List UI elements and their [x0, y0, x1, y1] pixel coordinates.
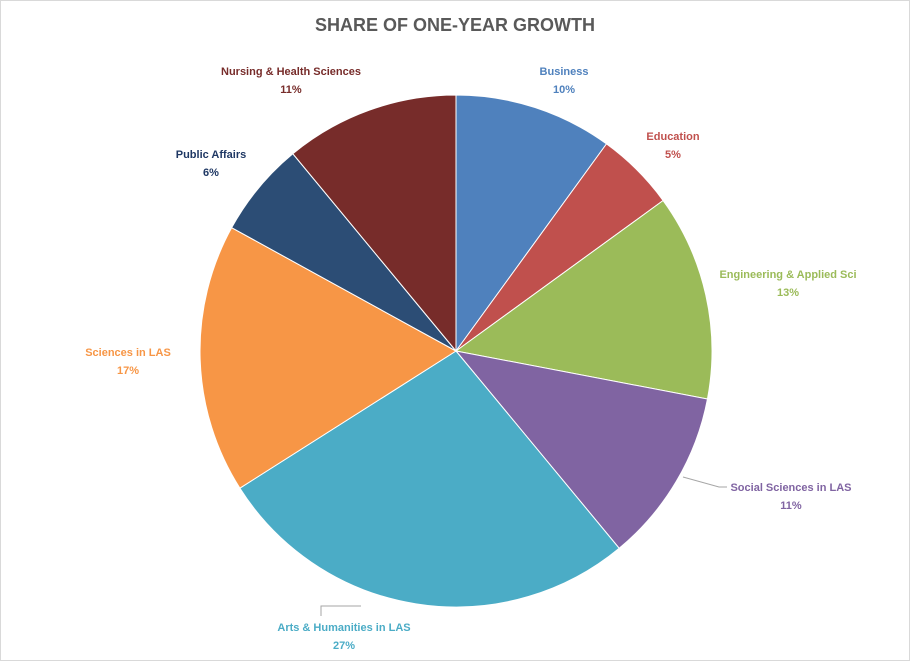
data-label-arts-and-humanities-in-las: Arts & Humanities in LAS 27%	[277, 619, 410, 655]
slice-percent: 13%	[776, 287, 800, 299]
slice-name: Business	[539, 66, 589, 78]
slice-percent: 11%	[280, 84, 302, 96]
data-label-public-affairs: Public Affairs 6%	[176, 146, 247, 182]
slice-percent: 10%	[552, 84, 576, 96]
data-label-social-sciences-in-las: Social Sciences in LAS 11%	[730, 479, 851, 515]
slice-name: Engineering & Applied Sci	[719, 269, 857, 281]
pie-slice-sciences-in-las	[199, 226, 457, 489]
pie-slice-engineering-and-applied-sci	[454, 199, 713, 400]
slice-name: Arts & Humanities in LAS	[277, 622, 411, 634]
slice-name: Nursing & Health Sciences	[221, 66, 361, 78]
data-label-sciences-in-las: Sciences in LAS 17%	[85, 344, 171, 380]
data-label-education: Education 5%	[646, 128, 699, 164]
data-label-engineering-and-applied-sci: Engineering & Applied Sci 13%	[719, 266, 856, 302]
slice-name: Social Sciences in LAS	[730, 482, 852, 494]
slice-percent: 17%	[116, 365, 140, 377]
slice-percent: 6%	[203, 167, 219, 179]
data-label-nursing-and-health-sciences: Nursing & Health Sciences 11%	[221, 63, 361, 99]
slice-percent: 5%	[665, 149, 681, 161]
slice-percent: 11%	[780, 500, 802, 512]
leader-line-social-sciences	[682, 476, 727, 488]
slice-name: Education	[646, 131, 700, 143]
leader-line-arts-humanities	[320, 605, 361, 616]
pie-slice-nursing-and-health-sciences	[292, 94, 457, 353]
slice-name: Public Affairs	[175, 149, 247, 161]
chart-title: SHARE OF ONE-YEAR GROWTH	[314, 15, 595, 35]
pie-slice-arts-and-humanities-in-las	[239, 350, 620, 608]
slice-percent: 27%	[332, 640, 356, 652]
slice-name: Sciences in LAS	[85, 347, 171, 359]
data-label-business: Business 10%	[540, 63, 589, 99]
pie-slice-business	[455, 94, 608, 353]
pie-slice-social-sciences-in-las	[454, 350, 709, 549]
